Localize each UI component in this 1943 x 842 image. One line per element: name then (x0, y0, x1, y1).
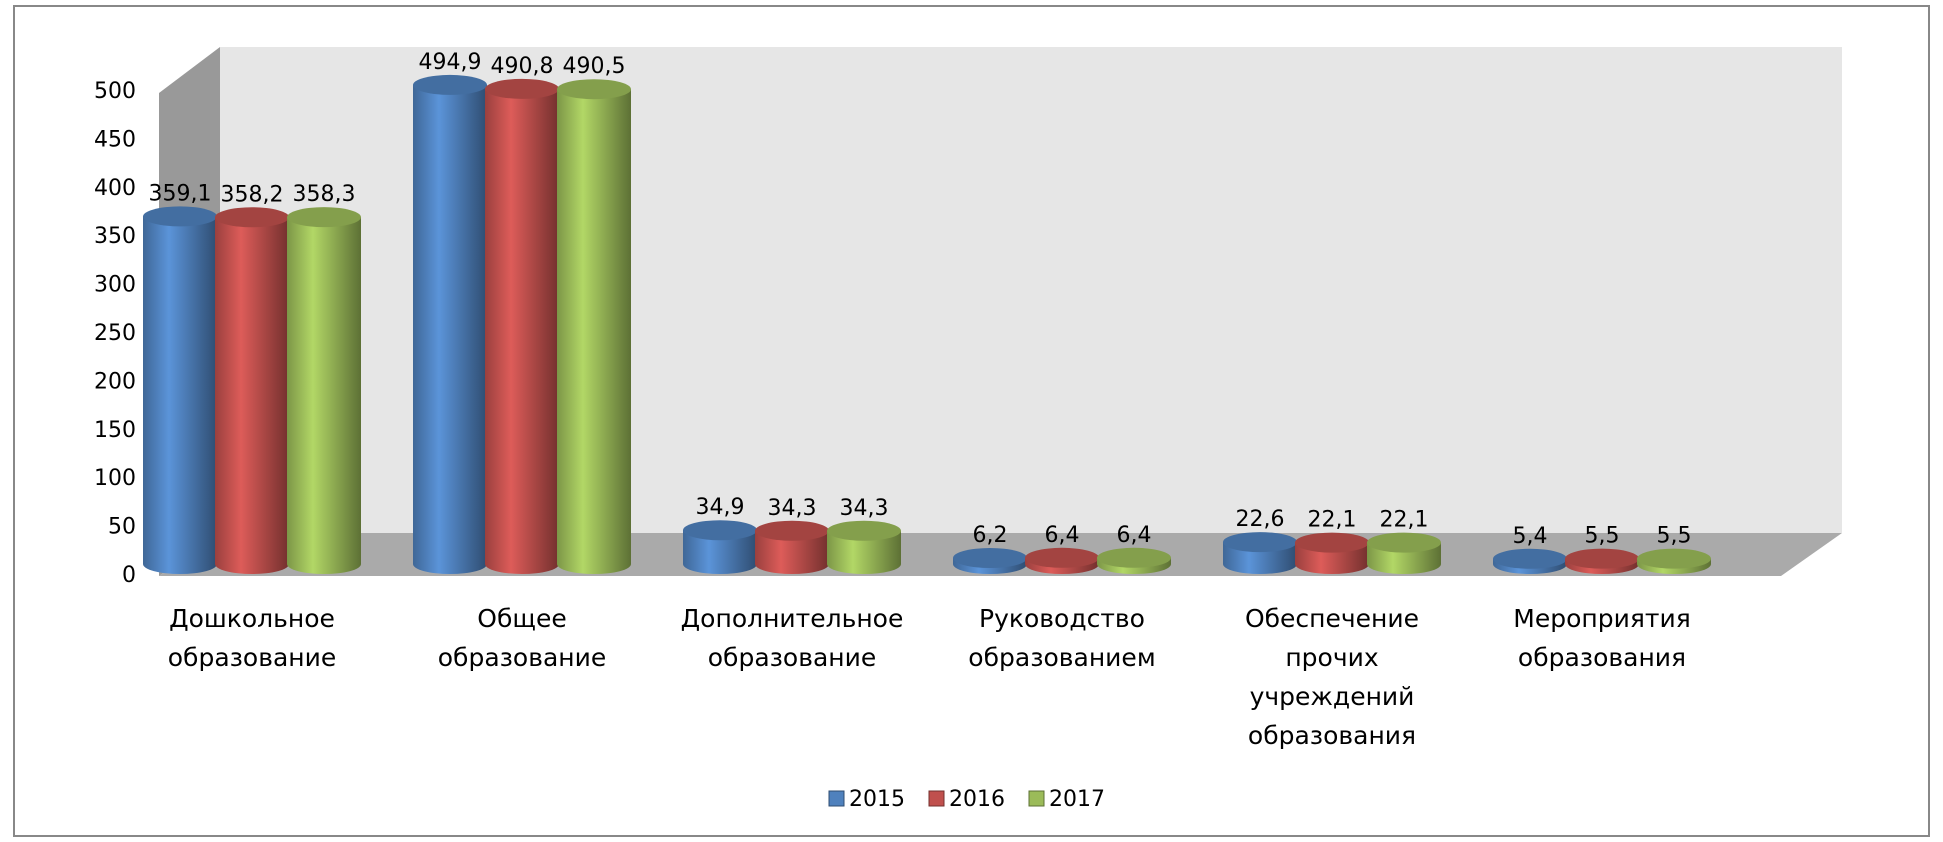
legend-swatch (828, 790, 845, 807)
value-label: 5,4 (1513, 524, 1548, 549)
value-label: 494,9 (419, 50, 482, 75)
y-tick-label: 500 (94, 79, 136, 104)
value-label: 6,2 (973, 523, 1008, 548)
bar (557, 89, 631, 575)
bar-top (1367, 532, 1441, 553)
value-label: 358,2 (221, 182, 284, 207)
bar-top (683, 520, 757, 541)
bar-top (215, 207, 289, 228)
legend-swatch (928, 790, 945, 807)
y-tick-label: 0 (122, 563, 136, 588)
value-label: 5,5 (1657, 524, 1692, 549)
bar-top (1025, 547, 1099, 568)
x-tick-label: Общее образование (438, 604, 607, 672)
value-label: 6,4 (1045, 523, 1080, 548)
bar-top (755, 520, 829, 541)
bar-top (1637, 548, 1711, 569)
bar (413, 84, 487, 574)
value-label: 22,6 (1236, 507, 1285, 532)
y-tick-label: 450 (94, 127, 136, 152)
bar (827, 530, 901, 574)
bar-top (1223, 532, 1297, 553)
value-label: 6,4 (1117, 523, 1152, 548)
bar (215, 217, 289, 575)
bar (755, 530, 829, 574)
frame (13, 5, 1930, 837)
bar-top (287, 207, 361, 228)
bar-top (953, 547, 1027, 568)
y-tick-label: 350 (94, 224, 136, 249)
legend-label: 2015 (849, 787, 905, 812)
value-label: 22,1 (1380, 508, 1429, 533)
y-tick-label: 200 (94, 369, 136, 394)
value-label: 5,5 (1585, 524, 1620, 549)
bar-top (1097, 547, 1171, 568)
value-label: 490,5 (563, 54, 626, 79)
x-tick-label: Руководство образованием (968, 604, 1155, 672)
bar-top (143, 206, 217, 227)
x-tick-label: Дополнительное образование (681, 604, 904, 672)
x-tick-label: Обеспечение прочих учреждений образования (1245, 604, 1419, 750)
bar-top (1295, 532, 1369, 553)
bar (683, 530, 757, 574)
value-label: 490,8 (491, 54, 554, 79)
y-tick-label: 50 (108, 515, 136, 540)
y-tick-label: 100 (94, 466, 136, 491)
bar-top (413, 74, 487, 95)
legend-label: 2017 (1049, 787, 1105, 812)
legend-swatch (1028, 790, 1045, 807)
x-tick-label: Мероприятия образования (1513, 604, 1690, 672)
value-label: 358,3 (293, 182, 356, 207)
bar (287, 217, 361, 575)
y-tick-label: 300 (94, 273, 136, 298)
bar (143, 216, 217, 574)
value-label: 359,1 (149, 181, 212, 206)
bar (485, 88, 559, 574)
y-tick-label: 250 (94, 321, 136, 346)
bar-top (1493, 548, 1567, 569)
bar-top (827, 520, 901, 541)
value-label: 34,9 (696, 495, 745, 520)
bar-top (1565, 548, 1639, 569)
x-tick-label: Дошкольное образование (168, 604, 337, 672)
legend-label: 2016 (949, 787, 1005, 812)
bar-top (485, 78, 559, 99)
value-label: 34,3 (768, 496, 817, 521)
y-tick-label: 400 (94, 176, 136, 201)
value-label: 22,1 (1308, 508, 1357, 533)
bar-top (557, 79, 631, 100)
value-label: 34,3 (840, 496, 889, 521)
y-tick-label: 150 (94, 418, 136, 443)
